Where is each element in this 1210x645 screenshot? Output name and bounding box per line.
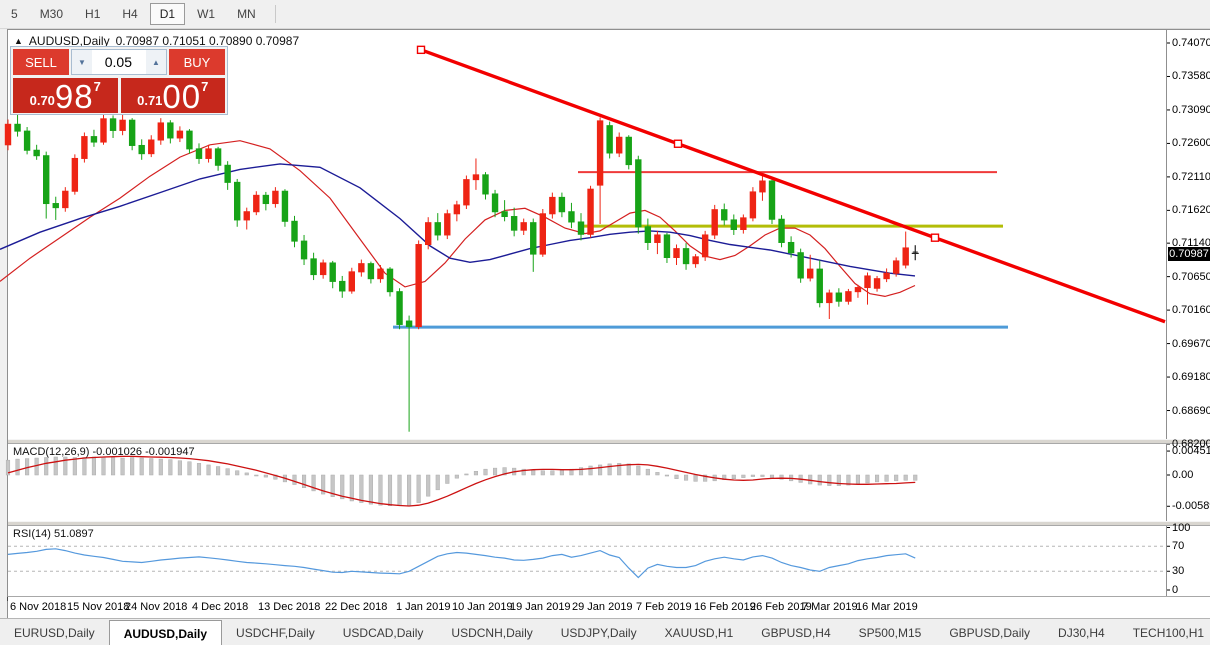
one-click-trading-panel: SELL ▼ 0.05 ▲ BUY 0.70 98 7 0.71 00 7 — [10, 46, 228, 115]
price-axis-label: 0.69180 — [1172, 371, 1210, 384]
symbol-triangle-icon: ▲ — [14, 36, 23, 46]
date-axis-label: 10 Jan 2019 — [452, 601, 513, 613]
date-axis-label: 16 Mar 2019 — [856, 601, 918, 613]
price-axis-label: 0.73090 — [1172, 103, 1210, 116]
chart-tab-sp500-m15[interactable]: SP500,M15 — [858, 625, 922, 640]
rsi-indicator-label: RSI(14) 51.0897 — [13, 528, 94, 540]
buy-price-box[interactable]: 0.71 00 7 — [120, 78, 225, 115]
date-axis-label: 7 Feb 2019 — [636, 601, 692, 613]
timeframe-toolbar: 5 M30 H1 H4 D1 W1 MN — [0, 0, 1210, 29]
date-axis-label: 6 Nov 2018 — [10, 601, 67, 613]
chart-tab-usdjpy-daily[interactable]: USDJPY,Daily — [560, 625, 637, 640]
chart-tab-xauusd-h1[interactable]: XAUUSD,H1 — [664, 625, 734, 640]
volume-increase-button[interactable]: ▲ — [146, 50, 166, 74]
buy-price-big: 00 — [162, 78, 202, 115]
timeframe-button-w1[interactable]: W1 — [197, 7, 216, 21]
chart-tab-usdcnh-daily[interactable]: USDCNH,Daily — [451, 625, 533, 640]
buy-price-sup: 7 — [201, 79, 209, 94]
timeframe-button-h1[interactable]: H1 — [85, 7, 101, 21]
chart-tab-usdcad-daily[interactable]: USDCAD,Daily — [342, 625, 424, 640]
volume-value[interactable]: 0.05 — [104, 54, 132, 70]
chart-tab-bar: EURUSD,Daily AUDUSD,Daily USDCHF,Daily USDC… — [0, 618, 1210, 645]
price-axis-label: 0.72600 — [1172, 137, 1210, 150]
date-axis-label: 1 Jan 2019 — [396, 601, 451, 613]
macd-axis-label: 0.004517 — [1172, 445, 1210, 458]
date-axis-label: 16 Feb 2019 — [694, 601, 756, 613]
chart-tab-tech100-h1[interactable]: TECH100,H1 — [1132, 625, 1205, 640]
date-axis-label: 13 Dec 2018 — [258, 601, 321, 613]
chart-tab-eurusd-daily[interactable]: EURUSD,Daily — [14, 625, 95, 640]
chart-tab-gbpusd-daily[interactable]: GBPUSD,Daily — [949, 625, 1031, 640]
timeframe-button-h4[interactable]: H4 — [122, 7, 138, 21]
price-axis-label: 0.68690 — [1172, 404, 1210, 417]
timeframe-button-d1[interactable]: D1 — [149, 3, 186, 25]
price-axis-separator — [1166, 30, 1167, 597]
toolbar-separator — [274, 5, 276, 23]
rsi-pane-border — [8, 596, 1210, 597]
date-axis-label: 22 Dec 2018 — [325, 601, 388, 613]
volume-decrease-button[interactable]: ▼ — [72, 50, 92, 74]
price-axis-label: 0.71140 — [1172, 237, 1210, 250]
chart-tab-gbpusd-h4[interactable]: GBPUSD,H4 — [761, 625, 831, 640]
buy-price-small: 0.71 — [137, 93, 163, 108]
price-axis-label: 0.74070 — [1172, 37, 1210, 49]
price-axis-label: 0.71620 — [1172, 204, 1210, 217]
price-axis-label: 0.70160 — [1172, 304, 1210, 317]
price-axis-label: 0.68200 — [1172, 438, 1210, 450]
date-axis-label: 7 Mar 2019 — [802, 601, 858, 613]
rsi-axis-label: 70 — [1172, 540, 1185, 553]
macd-axis-label: 0.00 — [1172, 469, 1194, 481]
timeframe-button-mn[interactable]: MN — [237, 7, 256, 21]
chart-tab-dj30-h4[interactable]: DJ30,H4 — [1058, 625, 1105, 640]
date-axis-label: 15 Nov 2018 — [67, 601, 130, 613]
date-axis[interactable] — [8, 597, 1166, 617]
chart-tab-usdchf-daily[interactable]: USDCHF,Daily — [236, 625, 315, 640]
buy-button[interactable]: BUY — [169, 49, 225, 75]
date-axis-label: 26 Feb 2019 — [750, 601, 812, 613]
price-axis-label: 0.72110 — [1172, 170, 1210, 183]
date-axis-label: 19 Jan 2019 — [510, 601, 571, 613]
sell-price-small: 0.70 — [29, 93, 55, 108]
price-axis-label: 0.73580 — [1172, 70, 1210, 83]
timeframe-button-m30[interactable]: M30 — [39, 7, 64, 21]
date-axis-label: 4 Dec 2018 — [192, 601, 249, 613]
chart-ohlc-values: 0.70987 0.71051 0.70890 0.70987 — [115, 34, 300, 48]
rsi-axis-label: 30 — [1172, 565, 1185, 578]
rsi-axis-label: 0 — [1172, 584, 1179, 596]
macd-axis-label: -0.005899 — [1172, 500, 1210, 513]
chart-window — [7, 29, 1210, 619]
volume-spinner: ▼ 0.05 ▲ — [71, 49, 167, 75]
sell-price-sup: 7 — [93, 79, 101, 94]
macd-pane-splitter[interactable] — [8, 439, 1210, 444]
date-axis-label: 29 Jan 2019 — [572, 601, 633, 613]
price-axis-label: 0.70650 — [1172, 270, 1210, 283]
price-axis-label: 0.69670 — [1172, 337, 1210, 350]
date-axis-label: 24 Nov 2018 — [125, 601, 188, 613]
current-price-tag: 0.70987 — [1168, 246, 1210, 261]
chart-tab-audusd-daily[interactable]: AUDUSD,Daily — [108, 620, 223, 645]
macd-indicator-label: MACD(12,26,9) -0.001026 -0.001947 — [13, 446, 195, 458]
rsi-pane-splitter[interactable] — [8, 521, 1210, 526]
sell-price-box[interactable]: 0.70 98 7 — [13, 78, 118, 113]
sell-button[interactable]: SELL — [13, 49, 69, 75]
chart-symbol: AUDUSD,Daily — [28, 34, 110, 48]
timeframe-button-5[interactable]: 5 — [11, 7, 18, 21]
sell-price-big: 98 — [54, 78, 94, 115]
rsi-axis-label: 100 — [1172, 521, 1191, 534]
chart-title: ▲ AUDUSD,Daily 0.70987 0.71051 0.70890 0… — [14, 34, 299, 48]
